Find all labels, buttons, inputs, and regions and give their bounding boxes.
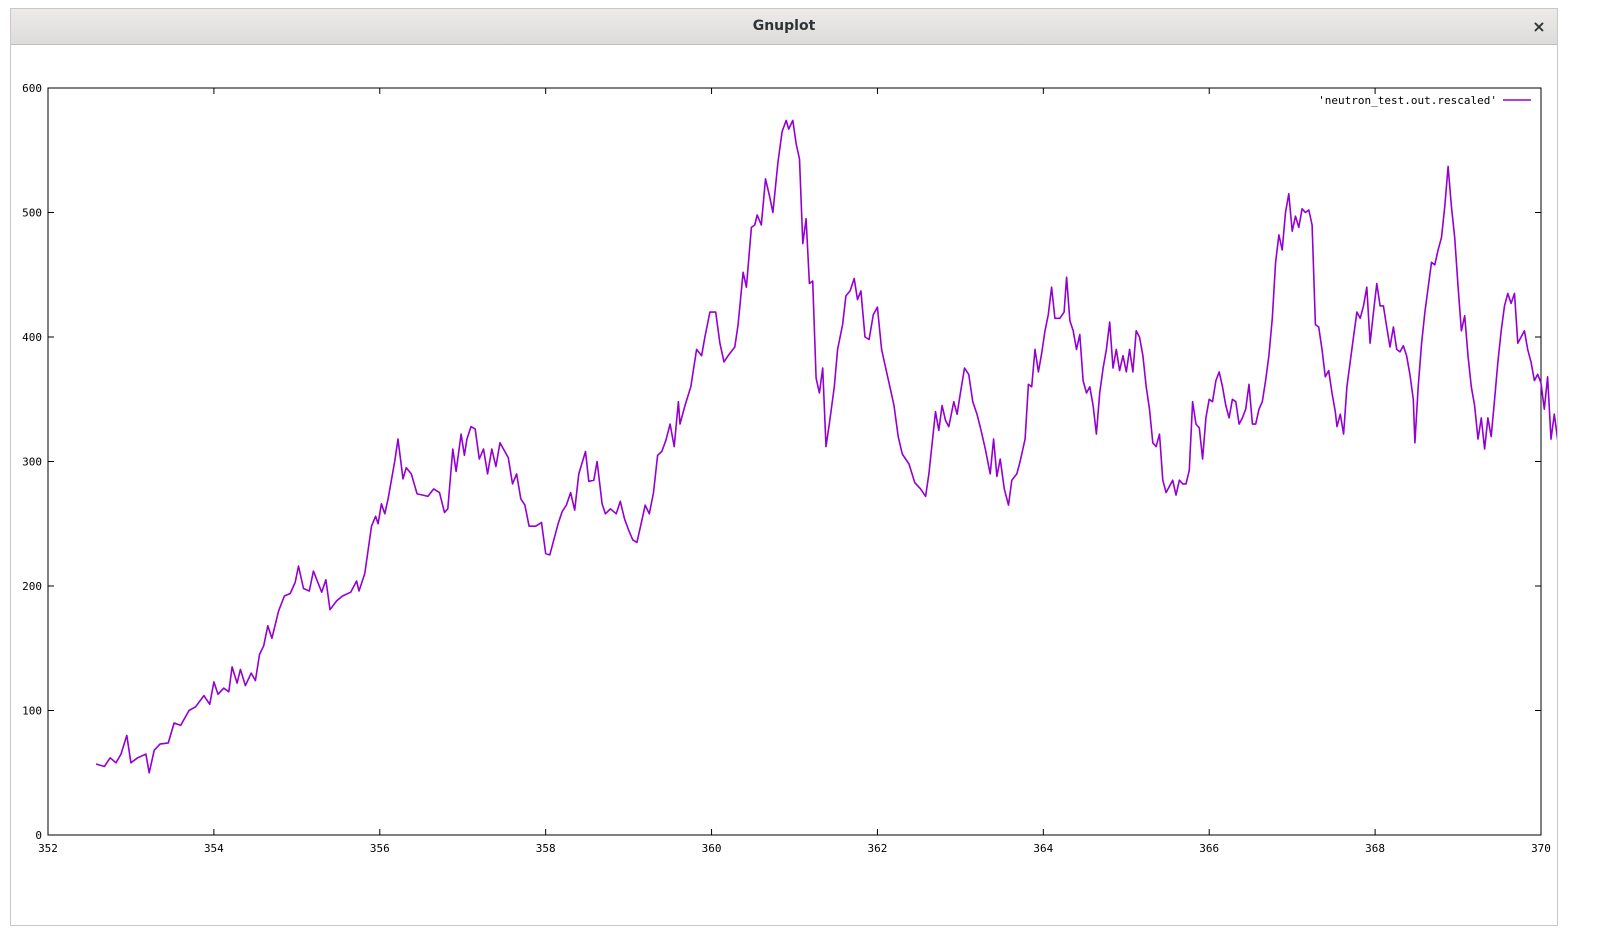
- y-tick-label: 0: [35, 829, 42, 842]
- legend-label: 'neutron_test.out.rescaled': [1318, 94, 1497, 107]
- plot-area: 352 354 356 358 360 362 364 366 368 370 0 100 200 300…: [22, 82, 1557, 855]
- y-tick-label: 300: [22, 456, 42, 469]
- y-tick-label: 100: [22, 705, 42, 718]
- x-tick-label: 360: [702, 842, 722, 855]
- series-layer: [95, 119, 1557, 774]
- x-tick-label: 362: [868, 842, 888, 855]
- x-tick-label: 354: [204, 842, 224, 855]
- y-tick-label: 500: [22, 207, 42, 220]
- legend: 'neutron_test.out.rescaled': [1318, 94, 1531, 107]
- window-titlebar[interactable]: Gnuplot ×: [11, 9, 1557, 45]
- y-tick-label: 200: [22, 580, 42, 593]
- x-tick-label: 356: [370, 842, 390, 855]
- x-tick-label: 358: [536, 842, 556, 855]
- plot-border: [47, 87, 1542, 836]
- tick-marks: 352 354 356 358 360 362 364 366 368 370 0 100 200 300…: [22, 82, 1551, 855]
- close-button[interactable]: ×: [1532, 17, 1546, 36]
- x-tick-label: 370: [1531, 842, 1551, 855]
- gnuplot-window: Gnuplot × 352 354 356 358 360 362 364 366 368 370…: [10, 8, 1558, 926]
- x-tick-label: 368: [1365, 842, 1385, 855]
- x-tick-label: 366: [1199, 842, 1219, 855]
- y-tick-label: 600: [22, 82, 42, 95]
- window-title: Gnuplot: [752, 18, 816, 34]
- y-tick-label: 400: [22, 331, 42, 344]
- axes: [47, 87, 1542, 836]
- x-tick-label: 352: [38, 842, 58, 855]
- series-line: [95, 119, 1557, 774]
- x-tick-label: 364: [1033, 842, 1053, 855]
